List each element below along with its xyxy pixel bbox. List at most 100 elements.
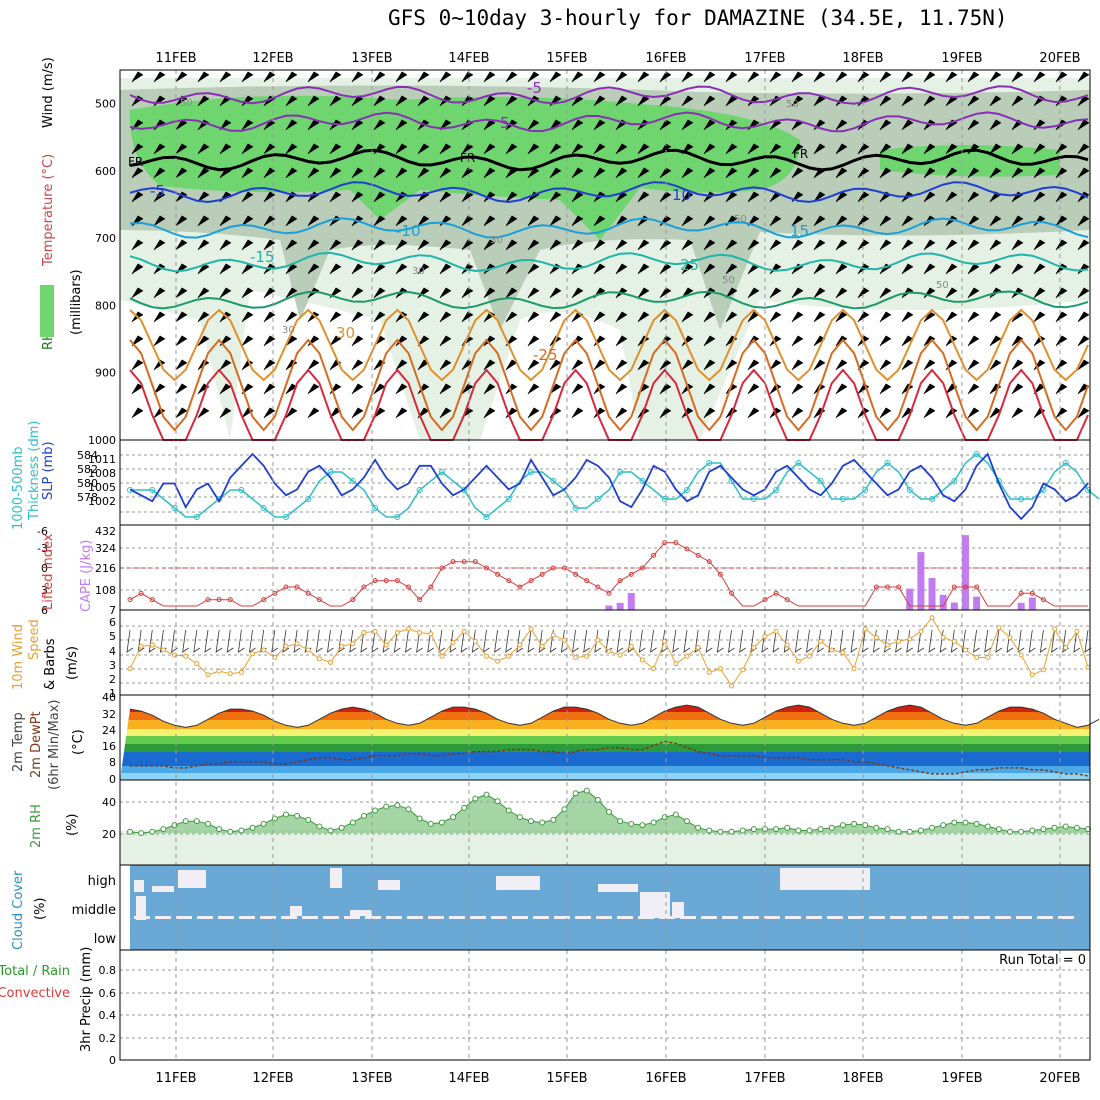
wind-barb-10m bbox=[471, 629, 479, 653]
diurnal-isotherm bbox=[129, 338, 1089, 432]
lifted-index-point bbox=[1018, 590, 1024, 596]
temp2m-panel bbox=[120, 704, 1100, 780]
wind-barb bbox=[1033, 143, 1046, 155]
wind-barb-10m bbox=[1073, 629, 1081, 653]
cloud-gap bbox=[640, 892, 670, 918]
isotherm-label: -25 bbox=[533, 346, 558, 364]
wind-barb bbox=[395, 359, 408, 371]
wind-barb bbox=[769, 167, 782, 179]
thickness-point bbox=[839, 496, 846, 502]
wind-barb bbox=[857, 359, 870, 371]
lifted-tick-label: -3 bbox=[37, 542, 48, 555]
rh2m-point bbox=[227, 828, 234, 835]
rh2m-point bbox=[427, 820, 434, 827]
low-cloud-gap bbox=[575, 916, 591, 919]
lifted-index-point bbox=[506, 578, 512, 584]
wind-speed-point bbox=[595, 637, 601, 643]
precip-tick-label: 0 bbox=[109, 1054, 116, 1067]
wind-barb bbox=[197, 167, 210, 179]
wind-barb bbox=[1077, 239, 1090, 251]
rh2m-point bbox=[516, 814, 523, 821]
wind-barb bbox=[571, 215, 584, 227]
wind-barb bbox=[351, 71, 364, 83]
wind-barb bbox=[285, 215, 298, 227]
wind-barb-10m bbox=[460, 629, 468, 653]
wind-barb bbox=[175, 287, 188, 299]
rh-contour-label: 50 bbox=[180, 98, 193, 109]
low-cloud-gap bbox=[239, 916, 255, 919]
low-cloud-gap bbox=[281, 916, 297, 919]
wind-barb bbox=[219, 263, 232, 275]
cloud-axis-label: Cloud Cover bbox=[11, 870, 26, 950]
wind-barb bbox=[1011, 95, 1024, 107]
lifted-index-point bbox=[372, 578, 378, 584]
rh2m-point bbox=[372, 807, 379, 814]
wind-barb bbox=[681, 335, 694, 347]
wind-speed-point bbox=[996, 625, 1002, 631]
wind-barb bbox=[593, 407, 606, 419]
wind-speed-point bbox=[305, 647, 311, 653]
wind-barb bbox=[439, 335, 452, 347]
wind-barb bbox=[197, 215, 210, 227]
lifted-index-point bbox=[717, 571, 723, 577]
wind-speed-point bbox=[372, 628, 378, 634]
wind-barb bbox=[615, 311, 628, 323]
wind-barb bbox=[329, 263, 342, 275]
wind-barb bbox=[747, 239, 760, 251]
wind-speed-point bbox=[929, 615, 935, 621]
wind-barb-10m bbox=[895, 629, 902, 653]
wind-barb bbox=[527, 143, 540, 155]
wind-barb bbox=[571, 143, 584, 155]
date-label-bottom: 17FEB bbox=[744, 1071, 785, 1086]
wind-barb bbox=[593, 359, 606, 371]
temp-tick-label: 24 bbox=[102, 724, 116, 737]
rh2m-point bbox=[951, 819, 958, 826]
rh2m-point bbox=[606, 808, 612, 815]
wind-barb bbox=[439, 311, 452, 323]
wind-barb bbox=[615, 95, 628, 107]
wind-barb bbox=[747, 191, 760, 203]
date-label-top: 19FEB bbox=[941, 51, 982, 66]
rh2m-point bbox=[138, 830, 145, 837]
cape-bar bbox=[906, 588, 914, 610]
rh-contour-label: 50 bbox=[722, 275, 735, 286]
rh2m-point bbox=[260, 820, 267, 827]
low-cloud-gap bbox=[533, 916, 549, 919]
wind-barb bbox=[395, 407, 408, 419]
cape-bar bbox=[917, 552, 925, 610]
wind-barb bbox=[615, 239, 628, 251]
thickness-axis-label-2: Thickness (dm) bbox=[27, 421, 42, 521]
wind-barb bbox=[967, 95, 980, 107]
wind-barb bbox=[747, 359, 760, 371]
wind-barb-10m bbox=[650, 629, 657, 653]
wind-barb bbox=[395, 71, 408, 83]
wind-barb-10m bbox=[928, 629, 936, 653]
wind-barb bbox=[373, 71, 386, 83]
wind-barb bbox=[417, 311, 430, 323]
wind-barb bbox=[1011, 359, 1024, 371]
wind-barb bbox=[483, 335, 496, 347]
wind-barb bbox=[527, 359, 540, 371]
wind-barb bbox=[703, 215, 716, 227]
date-label-bottom: 14FEB bbox=[448, 1071, 489, 1086]
wind-barb bbox=[527, 263, 540, 275]
thickness-point bbox=[572, 505, 579, 511]
wind-tick-label: 1 bbox=[109, 687, 116, 700]
wind-barb bbox=[593, 167, 606, 179]
lifted-index-point bbox=[417, 597, 423, 603]
wind-barb bbox=[747, 143, 760, 155]
wind-barb bbox=[681, 407, 694, 419]
lifted-index-point bbox=[1040, 597, 1046, 603]
wind-barb bbox=[703, 263, 716, 275]
wind-barb bbox=[461, 167, 474, 179]
wind-barb bbox=[901, 359, 914, 371]
temp-bands bbox=[120, 705, 1090, 780]
wind-barb bbox=[373, 95, 386, 107]
wind-barb bbox=[923, 407, 936, 419]
wind-barb bbox=[791, 167, 804, 179]
wind-barb bbox=[593, 119, 606, 131]
wind-barb bbox=[901, 167, 914, 179]
wind-barb bbox=[153, 239, 166, 251]
wind-barb bbox=[901, 239, 914, 251]
rh2m-point bbox=[706, 827, 713, 834]
